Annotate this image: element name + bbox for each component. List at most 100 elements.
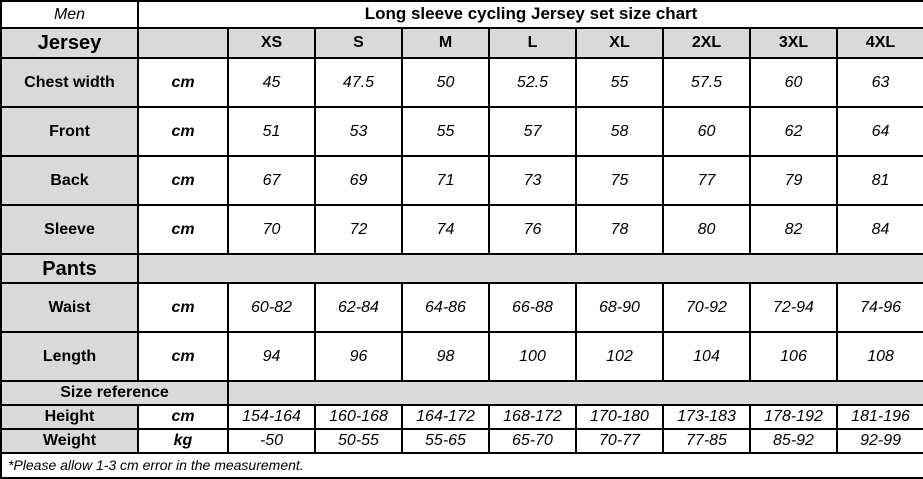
row-label: Front (0, 106, 139, 158)
value-cell: 51 (227, 106, 316, 158)
value-cell: 104 (662, 331, 751, 383)
value-cell: 75 (575, 155, 664, 207)
footnote-row: *Please allow 1-3 cm error in the measur… (0, 451, 923, 479)
unit-cell: cm (137, 57, 229, 109)
gender-label: Men (0, 0, 139, 30)
value-cell: 92-99 (835, 427, 923, 454)
value-cell: 84 (835, 204, 923, 256)
value-cell: 160-168 (314, 404, 403, 430)
value-cell: 64-86 (401, 282, 490, 334)
size-header-m: M (401, 27, 490, 60)
chart-title: Long sleeve cycling Jersey set size char… (136, 0, 923, 30)
value-cell: 102 (575, 331, 664, 383)
value-cell: 55 (575, 57, 664, 109)
value-cell: 77-85 (662, 427, 751, 454)
value-cell: 96 (314, 331, 403, 383)
value-cell: 100 (488, 331, 577, 383)
value-cell: 85-92 (749, 427, 838, 454)
value-cell: 181-196 (835, 404, 923, 430)
value-cell: 52.5 (488, 57, 577, 109)
value-cell: 57 (488, 106, 577, 158)
value-cell: 178-192 (749, 404, 838, 430)
table-row-chest-width: Chest width cm 45 47.5 50 52.5 55 57.5 6… (0, 57, 923, 109)
value-cell: 79 (749, 155, 838, 207)
value-cell: 72 (314, 204, 403, 256)
value-cell: 67 (227, 155, 316, 207)
unit-cell: kg (137, 427, 229, 454)
value-cell: 72-94 (749, 282, 838, 334)
value-cell: 106 (749, 331, 838, 383)
row-label: Back (0, 155, 139, 207)
value-cell: 66-88 (488, 282, 577, 334)
value-cell: 70-92 (662, 282, 751, 334)
table-row-height: Height cm 154-164 160-168 164-172 168-17… (0, 404, 923, 430)
value-cell: 71 (401, 155, 490, 207)
table-row-front: Front cm 51 53 55 57 58 60 62 64 (0, 106, 923, 158)
unit-cell: cm (137, 204, 229, 256)
row-label: Waist (0, 282, 139, 334)
row-label: Sleeve (0, 204, 139, 256)
unit-cell: cm (137, 155, 229, 207)
value-cell: 94 (227, 331, 316, 383)
value-cell: 76 (488, 204, 577, 256)
value-cell: 50-55 (314, 427, 403, 454)
size-header-4xl: 4XL (835, 27, 923, 60)
table-row-back: Back cm 67 69 71 73 75 77 79 81 (0, 155, 923, 207)
value-cell: 70-77 (575, 427, 664, 454)
pants-section-spacer (136, 253, 923, 285)
table-row-weight: Weight kg -50 50-55 55-65 65-70 70-77 77… (0, 427, 923, 454)
value-cell: 45 (227, 57, 316, 109)
row-label: Height (0, 404, 139, 430)
title-row: Men Long sleeve cycling Jersey set size … (0, 0, 923, 30)
value-cell: 70 (227, 204, 316, 256)
pants-section-label: Pants (0, 253, 139, 285)
footnote-text: *Please allow 1-3 cm error in the measur… (0, 451, 923, 479)
value-cell: 164-172 (401, 404, 490, 430)
table-row-sleeve: Sleeve cm 70 72 74 76 78 80 82 84 (0, 204, 923, 256)
unit-cell: cm (137, 404, 229, 430)
size-header-row: Jersey XS S M L XL 2XL 3XL 4XL (0, 27, 923, 60)
value-cell: 74-96 (835, 282, 923, 334)
unit-cell: cm (137, 331, 229, 383)
value-cell: 74 (401, 204, 490, 256)
value-cell: 77 (662, 155, 751, 207)
value-cell: 98 (401, 331, 490, 383)
size-reference-label: Size reference (0, 380, 229, 406)
value-cell: 53 (314, 106, 403, 158)
unit-header-empty (137, 27, 229, 60)
value-cell: 80 (662, 204, 751, 256)
table-row-length: Length cm 94 96 98 100 102 104 106 108 (0, 331, 923, 383)
table-row-waist: Waist cm 60-82 62-84 64-86 66-88 68-90 7… (0, 282, 923, 334)
pants-section-row: Pants (0, 253, 923, 285)
size-reference-row: Size reference (0, 380, 923, 406)
value-cell: 68-90 (575, 282, 664, 334)
size-header-l: L (488, 27, 577, 60)
size-header-xs: XS (227, 27, 316, 60)
value-cell: 82 (749, 204, 838, 256)
value-cell: 78 (575, 204, 664, 256)
value-cell: 47.5 (314, 57, 403, 109)
value-cell: 62-84 (314, 282, 403, 334)
value-cell: 62 (749, 106, 838, 158)
value-cell: 170-180 (575, 404, 664, 430)
value-cell: 60 (662, 106, 751, 158)
jersey-section-label: Jersey (0, 27, 139, 60)
value-cell: -50 (227, 427, 316, 454)
size-reference-spacer (226, 380, 923, 406)
value-cell: 58 (575, 106, 664, 158)
size-header-2xl: 2XL (662, 27, 751, 60)
value-cell: 50 (401, 57, 490, 109)
value-cell: 64 (835, 106, 923, 158)
value-cell: 73 (488, 155, 577, 207)
size-header-3xl: 3XL (749, 27, 838, 60)
value-cell: 55-65 (401, 427, 490, 454)
unit-cell: cm (137, 106, 229, 158)
value-cell: 81 (835, 155, 923, 207)
row-label: Weight (0, 427, 139, 454)
unit-cell: cm (137, 282, 229, 334)
value-cell: 57.5 (662, 57, 751, 109)
row-label: Length (0, 331, 139, 383)
size-header-s: S (314, 27, 403, 60)
value-cell: 173-183 (662, 404, 751, 430)
